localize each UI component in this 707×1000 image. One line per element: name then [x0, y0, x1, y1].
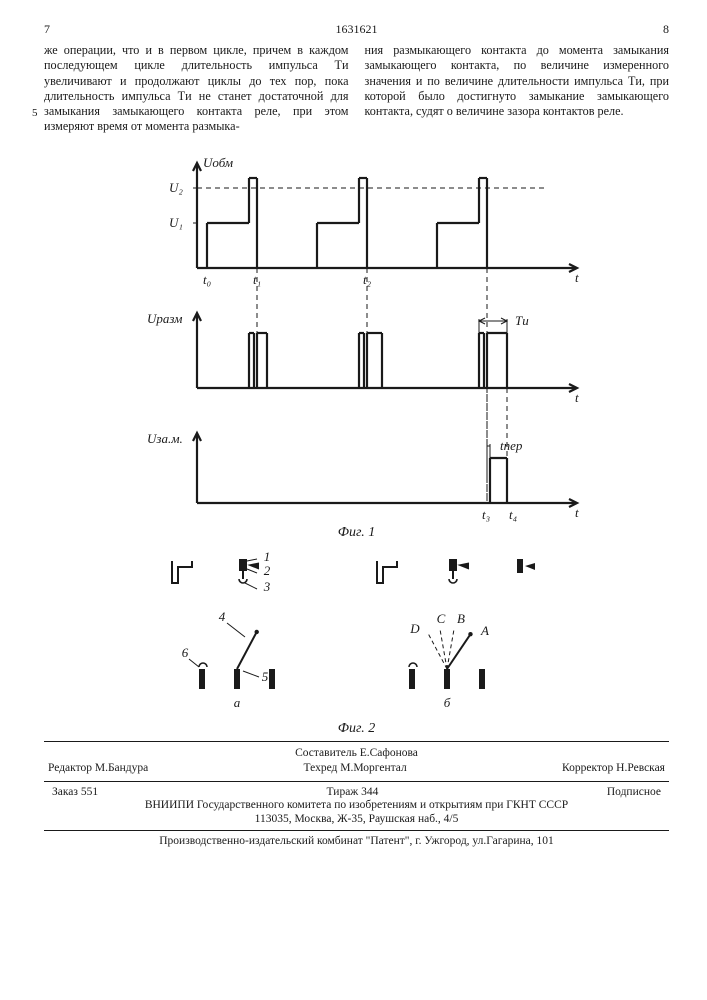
svg-text:2: 2: [263, 563, 270, 578]
svg-text:B: B: [457, 611, 465, 626]
svg-text:t₃: t₃: [482, 507, 490, 522]
right-column: ния размыкающего контакта до момента зам…: [365, 43, 670, 135]
text-columns: же операции, что и в первом цикле, приче…: [44, 43, 669, 135]
figure-1-svg: UобмtU₂U₁t₀t₁t₂UразмtTиUза.м.tt₃t₄tпер: [107, 143, 607, 523]
order-num: 551: [81, 786, 98, 798]
svg-text:6: 6: [181, 645, 188, 660]
order-label: Заказ: [52, 786, 78, 798]
line-marker-5: 5: [32, 107, 38, 121]
patent-number: 1631621: [336, 22, 378, 37]
compiler-row: Составитель Е.Сафонова: [44, 746, 669, 762]
subscription: Подписное: [607, 786, 661, 798]
svg-text:tпер: tпер: [500, 438, 523, 453]
org-line-1: ВНИИПИ Государственного комитета по изоб…: [44, 798, 669, 812]
rule-2: [44, 781, 669, 782]
editor: Редактор М.Бандура: [48, 761, 148, 777]
editor-label: Редактор: [48, 762, 92, 774]
print-run: Тираж 344: [327, 786, 379, 798]
figure-2-svg: 123 4 5 6 а ABC Dб: [127, 549, 587, 719]
rule-3: [44, 830, 669, 831]
svg-text:t: t: [575, 270, 579, 285]
order-row: Заказ 551 Тираж 344 Подписное: [44, 786, 669, 798]
publisher-address: ВНИИПИ Государственного комитета по изоб…: [44, 798, 669, 827]
figure-2-label: Фиг. 2: [44, 721, 669, 737]
rule-1: [44, 741, 669, 742]
editors-row: Редактор М.Бандура Техред М.Моргентал Ко…: [44, 761, 669, 777]
figure-1: UобмtU₂U₁t₀t₁t₂UразмtTиUза.м.tt₃t₄tпер Ф…: [44, 143, 669, 541]
figure-2: 123 4 5 6 а ABC Dб Фиг. 2: [44, 549, 669, 737]
svg-text:t: t: [575, 390, 579, 405]
page-header: 7 1631621 8: [44, 22, 669, 37]
left-column: же операции, что и в первом цикле, приче…: [44, 43, 349, 135]
svg-text:A: A: [480, 623, 489, 638]
compiler-name: Е.Сафонова: [360, 747, 418, 759]
svg-text:t₄: t₄: [509, 507, 518, 522]
svg-text:5: 5: [261, 669, 268, 684]
svg-text:D: D: [409, 621, 420, 636]
svg-text:t: t: [575, 505, 579, 520]
left-column-text: же операции, что и в первом цикле, приче…: [44, 43, 349, 133]
svg-text:3: 3: [262, 579, 270, 594]
corrector-name: Н.Ревская: [616, 762, 665, 774]
corrector-label: Корректор: [562, 762, 613, 774]
svg-text:C: C: [436, 611, 445, 626]
footer-line: Производственно-издательский комбинат "П…: [44, 835, 669, 847]
svg-text:Uза.м.: Uза.м.: [147, 431, 183, 446]
print-run-label: Тираж: [327, 786, 359, 798]
svg-text:U₂: U₂: [169, 180, 183, 195]
corrector: Корректор Н.Ревская: [562, 761, 665, 777]
svg-text:Tи: Tи: [515, 313, 529, 328]
svg-text:4: 4: [218, 609, 225, 624]
svg-text:Uобм: Uобм: [203, 155, 233, 170]
page-number-left: 7: [44, 22, 50, 37]
techred-label: Техред: [304, 762, 338, 774]
org-line-2: 113035, Москва, Ж-35, Раушская наб., 4/5: [44, 812, 669, 826]
svg-text:б: б: [443, 695, 450, 710]
compiler-label: Составитель: [295, 747, 357, 759]
credits-block: Составитель Е.Сафонова Редактор М.Бандур…: [44, 746, 669, 777]
editor-name: М.Бандура: [95, 762, 148, 774]
svg-text:Uразм: Uразм: [147, 311, 182, 326]
svg-text:t₀: t₀: [203, 272, 211, 287]
svg-text:а: а: [233, 695, 240, 710]
svg-text:1: 1: [263, 549, 270, 564]
figure-1-label: Фиг. 1: [44, 525, 669, 541]
right-column-text: ния размыкающего контакта до момента зам…: [365, 43, 670, 118]
print-run-num: 344: [361, 786, 378, 798]
order: Заказ 551: [52, 786, 98, 798]
page-number-right: 8: [663, 22, 669, 37]
svg-text:U₁: U₁: [169, 215, 183, 230]
techred-name: М.Моргентал: [340, 762, 406, 774]
techred: Техред М.Моргентал: [304, 761, 407, 777]
